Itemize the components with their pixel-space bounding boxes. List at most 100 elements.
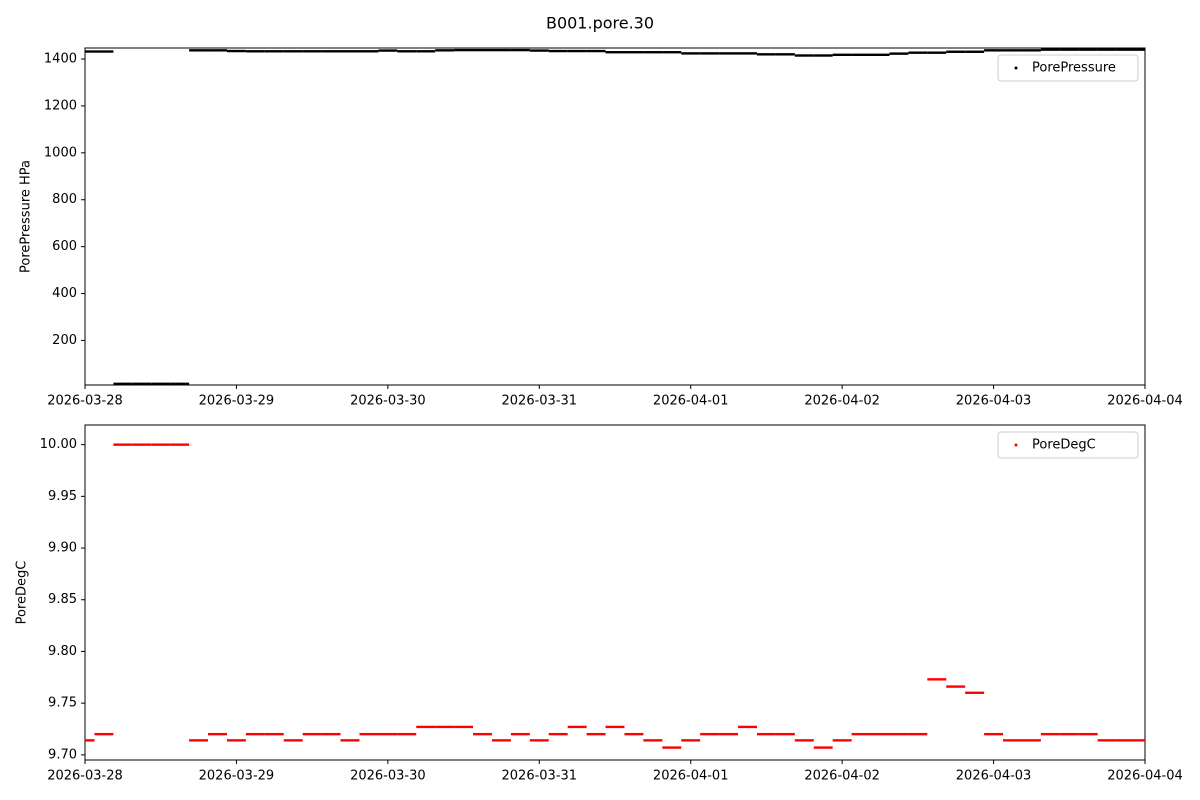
data-point [302, 50, 322, 53]
data-point [756, 53, 776, 56]
data-point [889, 732, 909, 736]
data-point [378, 49, 398, 52]
data-point [851, 732, 871, 736]
data-point [245, 732, 265, 736]
x-tick-label: 2026-03-30 [350, 769, 426, 784]
data-point [1116, 739, 1136, 742]
data-point [245, 50, 265, 53]
x-tick-label: 2026-04-03 [956, 769, 1032, 784]
data-point [794, 739, 814, 742]
data-point [85, 50, 95, 53]
plot-area [84, 424, 1146, 761]
data-point [643, 739, 663, 742]
y-tick-label: 600 [52, 239, 77, 254]
data-point [870, 732, 890, 736]
x-tick-label: 2026-04-04 [1107, 394, 1183, 409]
data-point [965, 691, 985, 694]
data-point [132, 443, 152, 446]
data-point [1059, 48, 1079, 51]
data-point [567, 725, 587, 729]
x-tick-label: 2026-03-29 [199, 394, 275, 409]
data-point [189, 49, 209, 52]
data-point [454, 48, 474, 52]
data-point [927, 51, 947, 54]
data-point [567, 49, 587, 53]
data-point [321, 50, 341, 53]
y-tick-label: 1400 [44, 52, 77, 67]
y-tick-label: 9.95 [48, 489, 77, 504]
data-point [1078, 48, 1098, 51]
data-point [283, 739, 303, 742]
data-point [870, 53, 890, 57]
data-point [1078, 732, 1098, 736]
data-point [151, 443, 171, 446]
x-tick-label: 2026-04-03 [956, 394, 1032, 409]
x-tick-label: 2026-03-31 [502, 394, 578, 409]
data-point [700, 732, 720, 736]
data-point [662, 746, 682, 749]
data-point [775, 732, 795, 736]
data-point [1021, 739, 1041, 742]
data-point [624, 732, 644, 736]
data-point [624, 51, 644, 54]
data-point [510, 48, 530, 52]
data-point [94, 732, 114, 736]
y-tick-label: 200 [52, 333, 77, 348]
data-point [151, 382, 171, 386]
data-point [775, 53, 795, 56]
data-point [719, 732, 739, 736]
y-tick-label: 800 [52, 192, 77, 207]
x-tick-label: 2026-03-29 [199, 769, 275, 784]
data-point [1097, 48, 1117, 51]
figure-title: B001.pore.30 [546, 14, 654, 33]
y-tick-label: 10.00 [40, 437, 77, 452]
data-point [473, 48, 492, 52]
data-point [832, 53, 852, 57]
data-point [529, 739, 549, 742]
data-point [189, 739, 209, 742]
data-point [529, 49, 549, 52]
x-tick-label: 2026-03-31 [502, 769, 578, 784]
y-axis-label: PorePressure HPa [19, 160, 34, 273]
legend-marker [1014, 443, 1018, 447]
data-point [321, 732, 341, 736]
y-tick-label: 9.85 [48, 592, 77, 607]
data-point [681, 52, 701, 55]
data-point [548, 732, 568, 736]
data-point [1040, 48, 1060, 51]
data-point [813, 746, 833, 749]
data-point [605, 51, 625, 54]
data-point [226, 739, 246, 742]
data-point [226, 49, 246, 53]
data-point [491, 48, 511, 52]
y-tick-label: 1200 [44, 98, 77, 113]
data-point [719, 52, 739, 55]
data-point [586, 732, 606, 736]
legend-box [997, 54, 1139, 82]
data-point [397, 732, 417, 736]
data-point [946, 685, 966, 688]
y-tick-label: 9.70 [48, 747, 77, 762]
legend-label: PoreDegC [1032, 438, 1096, 453]
data-point [1116, 48, 1136, 51]
data-point [302, 732, 322, 736]
data-point [1097, 739, 1117, 742]
y-tick-label: 9.80 [48, 644, 77, 659]
data-point [548, 49, 568, 53]
data-point [965, 50, 985, 53]
data-point [984, 49, 1004, 52]
data-point [132, 382, 152, 386]
data-point [113, 443, 133, 446]
data-point [1003, 49, 1022, 52]
data-point [340, 50, 360, 53]
y-tick-label: 9.75 [48, 696, 77, 711]
x-tick-label: 2026-04-01 [653, 769, 729, 784]
legend-marker [1014, 66, 1018, 70]
y-tick-label: 400 [52, 286, 77, 301]
data-point [416, 50, 436, 53]
data-point [283, 50, 303, 53]
data-point [359, 50, 379, 53]
y-tick-label: 9.90 [48, 541, 77, 556]
data-point [1135, 739, 1145, 742]
